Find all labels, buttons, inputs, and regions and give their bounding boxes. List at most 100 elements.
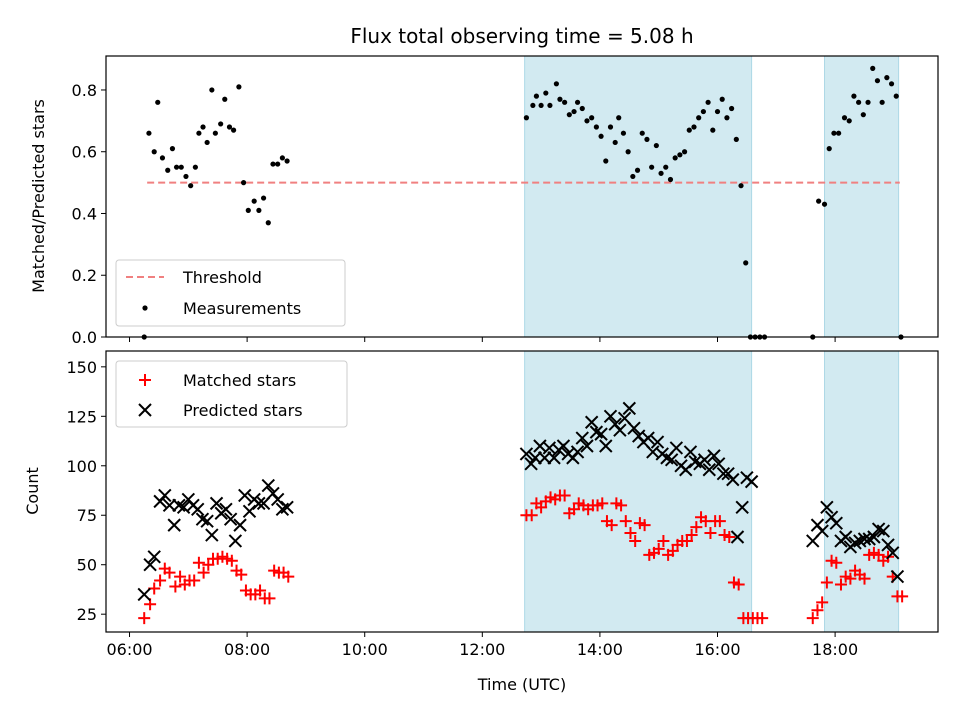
data-point (702, 463, 716, 477)
data-point (242, 504, 257, 518)
legend-label: Matched stars (183, 371, 296, 390)
data-point (284, 158, 290, 164)
data-point (204, 139, 210, 146)
data-point (705, 99, 711, 105)
data-point (667, 176, 674, 183)
data-point (658, 170, 664, 176)
data-point (681, 149, 688, 155)
data-point (137, 587, 151, 602)
data-point (556, 439, 571, 453)
data-point (879, 99, 885, 105)
data-point (538, 102, 544, 109)
data-point (155, 99, 161, 105)
chart-title: Flux total observing time = 5.08 h (350, 24, 693, 48)
data-point (634, 167, 641, 173)
data-point (700, 108, 706, 115)
data-point (524, 457, 538, 471)
data-point (644, 136, 650, 142)
data-point (223, 512, 238, 526)
data-point (523, 115, 530, 121)
data-point (183, 173, 189, 180)
data-point (851, 93, 857, 99)
data-point (209, 496, 224, 511)
data-point (653, 142, 659, 149)
data-point (159, 155, 166, 161)
data-point (174, 570, 187, 583)
data-point (686, 127, 692, 133)
y-axis-ticks: 0.0 0.2 0.4 0.6 0.8 (72, 81, 106, 347)
data-point (685, 529, 698, 542)
data-point (574, 99, 581, 105)
legend-swatch (142, 305, 148, 311)
legend-label: Threshold (182, 268, 262, 287)
data-point (613, 423, 627, 437)
data-point (279, 155, 285, 161)
data-point (598, 133, 604, 139)
data-point (265, 220, 271, 226)
data-point (663, 164, 669, 170)
y-tick-label: 100 (66, 457, 97, 476)
x-tick-label: 18:00 (812, 640, 858, 659)
data-point (165, 167, 171, 173)
data-point (815, 524, 829, 538)
data-point (738, 183, 744, 189)
legend-frame (115, 360, 348, 428)
data-point (519, 447, 534, 461)
data-point (200, 514, 214, 528)
x-tick-label: 14:00 (577, 640, 623, 659)
data-point (733, 136, 739, 142)
data-point (890, 569, 905, 584)
x-tick-label: 06:00 (106, 640, 152, 659)
data-point (704, 527, 717, 540)
data-point (245, 207, 251, 213)
data-point (571, 108, 577, 115)
data-point (580, 439, 594, 453)
data-point (575, 431, 589, 445)
data-point (730, 530, 745, 544)
data-point (238, 488, 252, 503)
data-point (579, 105, 585, 112)
y-tick-label: 150 (66, 358, 97, 377)
data-point (856, 99, 862, 105)
data-point (724, 115, 730, 121)
data-point (191, 502, 205, 517)
data-point (200, 124, 206, 130)
data-point (547, 102, 553, 109)
data-point (584, 118, 590, 124)
data-point (896, 590, 909, 603)
legend: Threshold Measurements (115, 259, 346, 327)
data-point (820, 500, 834, 515)
data-point (154, 574, 167, 587)
data-point (669, 441, 684, 455)
data-point (256, 207, 262, 213)
data-point (677, 152, 683, 158)
data-point (163, 566, 176, 579)
count-series (137, 401, 909, 625)
data-point (143, 558, 157, 572)
data-point (562, 99, 568, 105)
data-point (829, 516, 843, 530)
data-point (594, 427, 608, 441)
data-point (261, 478, 275, 493)
data-point (192, 556, 205, 569)
data-point (252, 496, 266, 511)
data-point (225, 554, 238, 567)
data-point (251, 198, 257, 204)
data-point (846, 118, 852, 124)
data-point (169, 580, 182, 593)
data-point (138, 403, 152, 417)
y-tick-label: 0.0 (72, 328, 97, 347)
data-point (205, 528, 219, 542)
data-point (710, 127, 716, 133)
data-point (876, 524, 891, 538)
data-point (612, 139, 618, 146)
data-point (691, 124, 697, 130)
data-point (696, 115, 702, 121)
data-point (228, 534, 243, 548)
data-point (566, 112, 572, 118)
y-tick-label: 125 (66, 407, 97, 426)
data-point (826, 146, 832, 152)
data-point (816, 198, 822, 204)
data-point (235, 568, 248, 581)
